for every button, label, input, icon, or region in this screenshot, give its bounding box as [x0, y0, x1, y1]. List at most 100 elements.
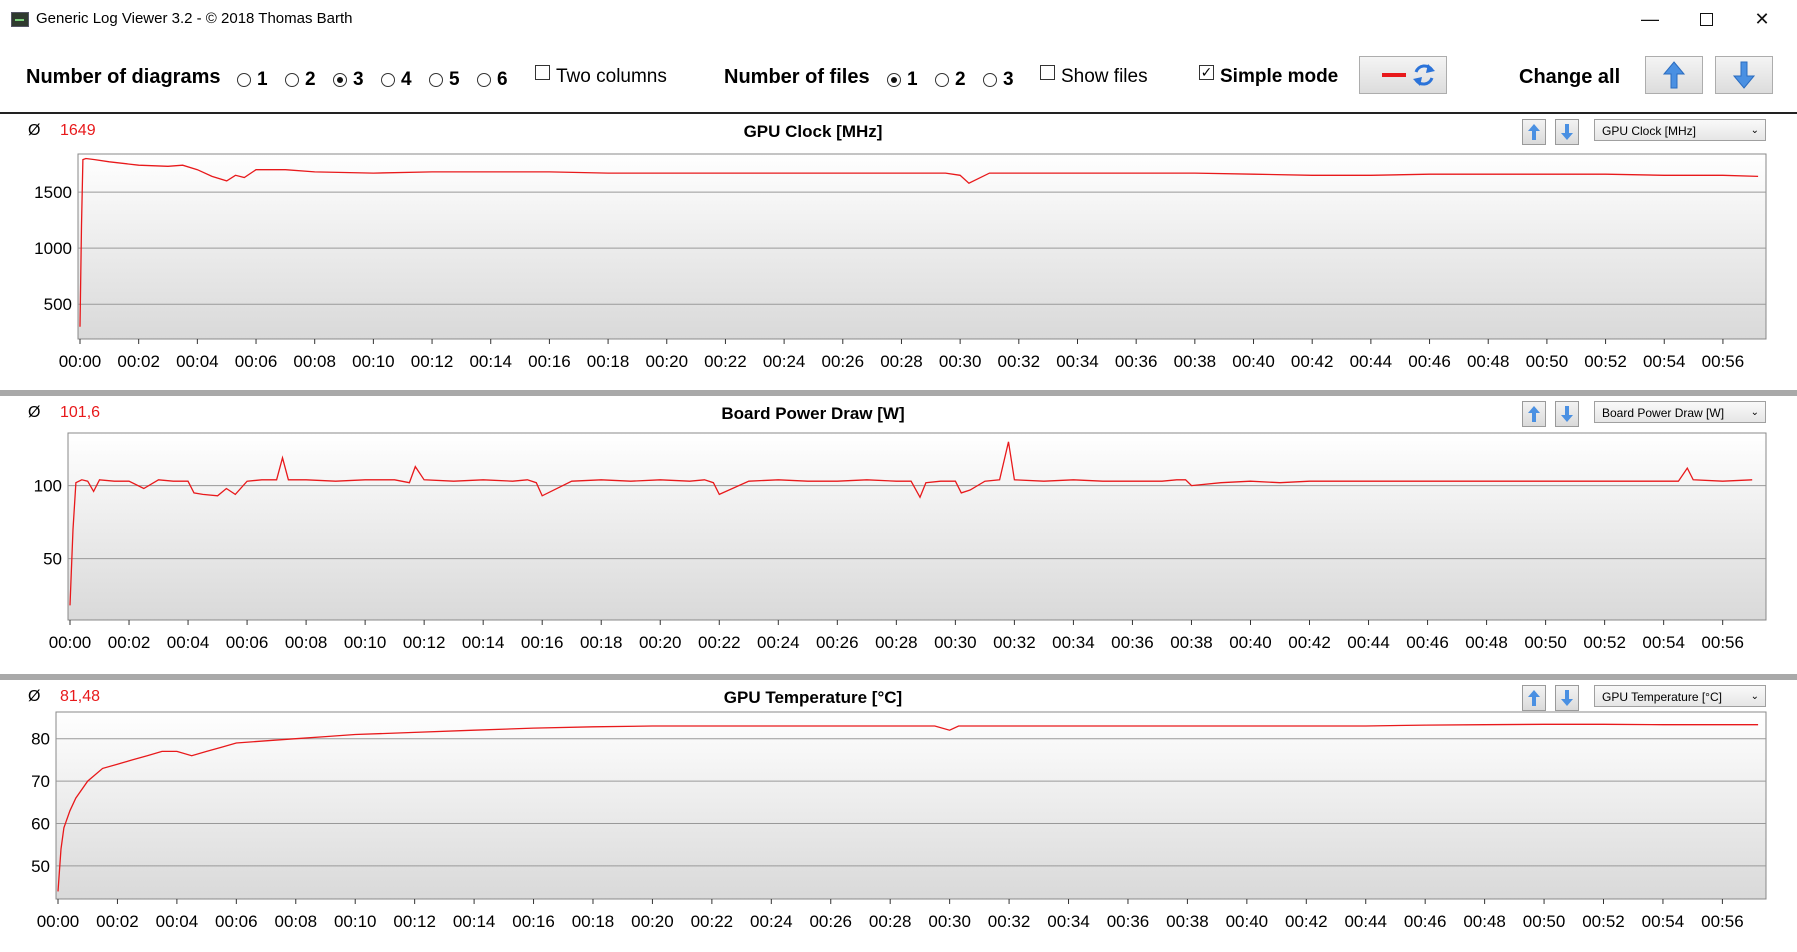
diagrams-radio-5[interactable]: 5 [429, 69, 460, 91]
move-up-all-button[interactable] [1645, 56, 1703, 94]
x-tick-label: 00:44 [1347, 633, 1390, 652]
show-files-checkbox[interactable]: Show files [1040, 64, 1148, 88]
x-tick-label: 00:54 [1643, 352, 1686, 371]
x-tick-label: 00:48 [1465, 633, 1508, 652]
x-tick-label: 00:06 [215, 912, 258, 931]
files-radio-2[interactable]: 2 [935, 69, 966, 91]
x-tick-label: 00:40 [1229, 633, 1272, 652]
files-radio-3[interactable]: 3 [983, 69, 1014, 91]
x-tick-label: 00:28 [869, 912, 912, 931]
channel-select[interactable]: GPU Temperature [°C] ⌄ [1594, 685, 1766, 707]
title-bar: Generic Log Viewer 3.2 - © 2018 Thomas B… [0, 0, 1797, 38]
x-tick-label: 00:18 [587, 352, 630, 371]
plot-area [67, 432, 1767, 621]
x-tick-label: 00:46 [1408, 352, 1451, 371]
x-tick-label: 00:42 [1285, 912, 1328, 931]
move-diagram-up-button[interactable] [1522, 119, 1546, 145]
x-tick-label: 00:18 [580, 633, 623, 652]
panel-separator [0, 674, 1797, 680]
x-tick-label: 00:56 [1701, 912, 1744, 931]
arrow-up-icon [1528, 124, 1540, 140]
move-diagram-up-button[interactable] [1522, 685, 1546, 711]
x-tick-label: 00:14 [453, 912, 496, 931]
x-tick-label: 00:16 [521, 633, 564, 652]
y-tick-label: 100 [34, 477, 62, 496]
x-tick-label: 00:36 [1115, 352, 1158, 371]
y-tick-label: 60 [31, 815, 50, 834]
close-button[interactable]: ✕ [1734, 0, 1790, 38]
x-tick-label: 00:54 [1642, 633, 1685, 652]
x-tick-label: 00:08 [285, 633, 328, 652]
y-tick-label: 50 [43, 550, 62, 569]
x-tick-label: 00:12 [403, 633, 446, 652]
x-tick-label: 00:34 [1047, 912, 1090, 931]
diagrams-radio-3[interactable]: 3 [333, 69, 364, 91]
x-tick-label: 00:24 [757, 633, 800, 652]
minimize-button[interactable]: — [1622, 0, 1678, 38]
chevron-down-icon: ⌄ [1750, 691, 1759, 702]
channel-select[interactable]: GPU Clock [MHz] ⌄ [1594, 119, 1766, 141]
diagrams-radio-2[interactable]: 2 [285, 69, 316, 91]
x-tick-label: 00:20 [645, 352, 688, 371]
window-title: Generic Log Viewer 3.2 - © 2018 Thomas B… [36, 10, 353, 27]
x-tick-label: 00:02 [108, 633, 151, 652]
maximize-icon [1699, 12, 1713, 26]
app-icon [11, 12, 29, 27]
simple-mode-checkbox[interactable]: ✓ Simple mode [1199, 63, 1339, 87]
x-tick-label: 00:28 [880, 352, 923, 371]
x-tick-label: 00:56 [1702, 352, 1745, 371]
x-tick-label: 00:10 [344, 633, 387, 652]
x-tick-label: 00:36 [1111, 633, 1154, 652]
arrow-up-icon [1662, 61, 1686, 89]
x-tick-label: 00:00 [59, 352, 102, 371]
x-tick-label: 00:56 [1701, 633, 1744, 652]
x-tick-label: 00:40 [1226, 912, 1269, 931]
average-value: 81,48 [60, 688, 101, 705]
channel-select[interactable]: Board Power Draw [W] ⌄ [1594, 401, 1766, 423]
x-tick-label: 00:26 [816, 633, 859, 652]
red-line-icon [1382, 64, 1435, 86]
x-tick-label: 00:38 [1166, 912, 1209, 931]
x-tick-label: 00:04 [167, 633, 210, 652]
diagrams-radio-4[interactable]: 4 [381, 69, 412, 91]
x-tick-label: 00:00 [49, 633, 92, 652]
diagrams-radio-6[interactable]: 6 [477, 69, 508, 91]
x-tick-label: 00:14 [462, 633, 505, 652]
move-diagram-down-button[interactable] [1555, 119, 1579, 145]
x-tick-label: 00:28 [875, 633, 918, 652]
x-tick-label: 00:02 [96, 912, 139, 931]
two-columns-checkbox[interactable]: Two columns [535, 64, 667, 88]
x-tick-label: 00:48 [1467, 352, 1510, 371]
x-tick-label: 00:52 [1584, 352, 1627, 371]
x-tick-label: 00:38 [1170, 633, 1213, 652]
chevron-down-icon: ⌄ [1750, 125, 1759, 136]
maximize-button[interactable] [1678, 0, 1734, 38]
x-tick-label: 00:26 [809, 912, 852, 931]
move-diagram-up-button[interactable] [1522, 401, 1546, 427]
diagrams-radio-1[interactable]: 1 [237, 69, 268, 91]
y-tick-label: 500 [44, 295, 72, 314]
x-tick-label: 00:22 [698, 633, 741, 652]
diagram-title: Board Power Draw [W] [721, 404, 905, 423]
move-diagram-down-button[interactable] [1555, 685, 1579, 711]
x-tick-label: 00:10 [334, 912, 377, 931]
arrow-down-icon [1561, 406, 1573, 422]
number-of-files-label: Number of files [724, 66, 870, 88]
x-tick-label: 00:20 [631, 912, 674, 931]
x-tick-label: 00:48 [1463, 912, 1506, 931]
x-tick-label: 00:24 [763, 352, 806, 371]
arrow-down-icon [1732, 61, 1756, 89]
x-tick-label: 00:50 [1524, 633, 1567, 652]
move-diagram-down-button[interactable] [1555, 401, 1579, 427]
line-style-button[interactable] [1359, 56, 1447, 94]
x-tick-label: 00:04 [176, 352, 219, 371]
gpu-temperature-chart: 50 60 70 80 00:00 00:02 00:04 00:06 00:08 00:10 00… [31, 711, 1767, 931]
number-of-diagrams-label: Number of diagrams [26, 66, 221, 88]
x-tick-label: 00:46 [1406, 633, 1449, 652]
plot-area [55, 711, 1767, 900]
move-down-all-button[interactable] [1715, 56, 1773, 94]
y-tick-label: 50 [31, 857, 50, 876]
series-line [69, 441, 1753, 606]
files-radio-1[interactable]: 1 [887, 69, 918, 91]
x-tick-label: 00:06 [226, 633, 269, 652]
